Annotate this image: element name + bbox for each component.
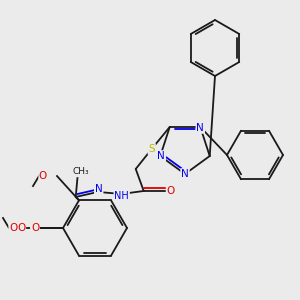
Text: O: O: [31, 223, 39, 233]
Text: N: N: [158, 151, 165, 161]
Text: O: O: [167, 186, 175, 196]
Text: O: O: [39, 171, 47, 181]
Text: N: N: [196, 123, 204, 133]
Text: S: S: [148, 144, 155, 154]
Text: N: N: [95, 184, 103, 194]
Text: N: N: [181, 169, 189, 179]
Text: O: O: [9, 223, 17, 233]
Text: NH: NH: [114, 191, 129, 201]
Text: O: O: [17, 223, 25, 233]
Text: CH₃: CH₃: [72, 167, 89, 176]
